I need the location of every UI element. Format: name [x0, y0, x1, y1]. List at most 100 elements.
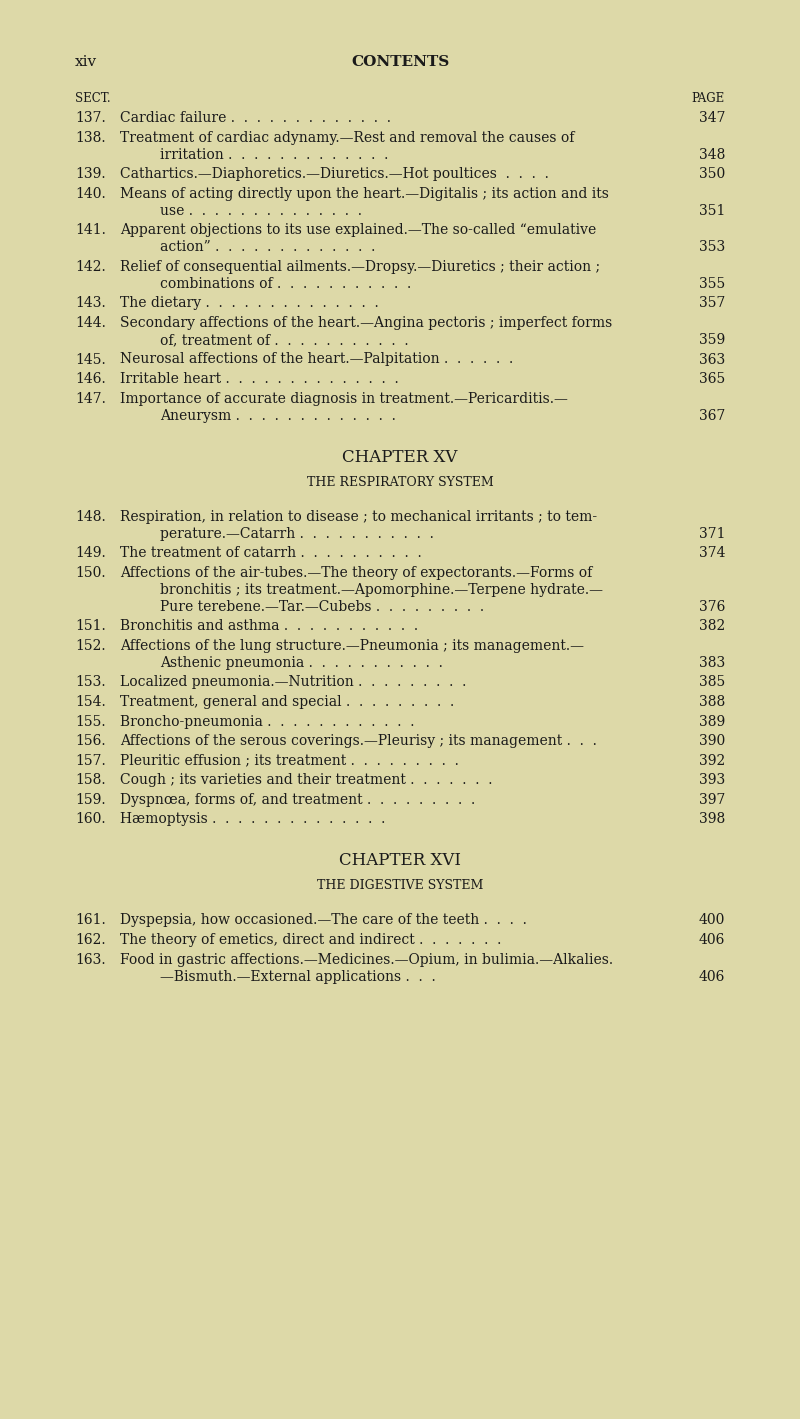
Text: THE RESPIRATORY SYSTEM: THE RESPIRATORY SYSTEM [306, 475, 494, 488]
Text: Dyspepsia, how occasioned.—The care of the teeth .  .  .  .: Dyspepsia, how occasioned.—The care of t… [120, 914, 527, 928]
Text: The theory of emetics, direct and indirect .  .  .  .  .  .  .: The theory of emetics, direct and indire… [120, 934, 502, 946]
Text: Affections of the lung structure.—Pneumonia ; its management.—: Affections of the lung structure.—Pneumo… [120, 639, 584, 653]
Text: 382: 382 [698, 620, 725, 633]
Text: Secondary affections of the heart.—Angina pectoris ; imperfect forms: Secondary affections of the heart.—Angin… [120, 316, 612, 331]
Text: 151.: 151. [75, 620, 106, 633]
Text: combinations of .  .  .  .  .  .  .  .  .  .  .: combinations of . . . . . . . . . . . [160, 277, 411, 291]
Text: 367: 367 [698, 409, 725, 423]
Text: Importance of accurate diagnosis in treatment.—Pericarditis.—: Importance of accurate diagnosis in trea… [120, 392, 568, 406]
Text: 376: 376 [698, 600, 725, 614]
Text: Treatment, general and special .  .  .  .  .  .  .  .  .: Treatment, general and special . . . . .… [120, 695, 454, 710]
Text: 357: 357 [698, 297, 725, 311]
Text: 138.: 138. [75, 131, 106, 145]
Text: 389: 389 [698, 715, 725, 728]
Text: 398: 398 [698, 812, 725, 826]
Text: 147.: 147. [75, 392, 106, 406]
Text: 157.: 157. [75, 753, 106, 768]
Text: 155.: 155. [75, 715, 106, 728]
Text: Respiration, in relation to disease ; to mechanical irritants ; to tem-: Respiration, in relation to disease ; to… [120, 509, 597, 524]
Text: Dyspnœa, forms of, and treatment .  .  .  .  .  .  .  .  .: Dyspnœa, forms of, and treatment . . . .… [120, 793, 475, 807]
Text: 150.: 150. [75, 566, 106, 580]
Text: 365: 365 [698, 372, 725, 386]
Text: 397: 397 [698, 793, 725, 807]
Text: 154.: 154. [75, 695, 106, 710]
Text: 158.: 158. [75, 773, 106, 788]
Text: 383: 383 [698, 656, 725, 670]
Text: —Bismuth.—External applications .  .  .: —Bismuth.—External applications . . . [160, 969, 436, 983]
Text: perature.—Catarrh .  .  .  .  .  .  .  .  .  .  .: perature.—Catarrh . . . . . . . . . . . [160, 526, 434, 541]
Text: 347: 347 [698, 111, 725, 125]
Text: 161.: 161. [75, 914, 106, 928]
Text: 153.: 153. [75, 675, 106, 690]
Text: use .  .  .  .  .  .  .  .  .  .  .  .  .  .: use . . . . . . . . . . . . . . [160, 204, 362, 217]
Text: 359: 359 [698, 333, 725, 348]
Text: 351: 351 [698, 204, 725, 217]
Text: Asthenic pneumonia .  .  .  .  .  .  .  .  .  .  .: Asthenic pneumonia . . . . . . . . . . . [160, 656, 443, 670]
Text: 406: 406 [698, 969, 725, 983]
Text: Localized pneumonia.—Nutrition .  .  .  .  .  .  .  .  .: Localized pneumonia.—Nutrition . . . . .… [120, 675, 466, 690]
Text: 353: 353 [698, 240, 725, 254]
Text: CHAPTER XV: CHAPTER XV [342, 448, 458, 465]
Text: The treatment of catarrh .  .  .  .  .  .  .  .  .  .: The treatment of catarrh . . . . . . . .… [120, 546, 422, 561]
Text: The dietary .  .  .  .  .  .  .  .  .  .  .  .  .  .: The dietary . . . . . . . . . . . . . . [120, 297, 378, 311]
Text: CONTENTS: CONTENTS [351, 55, 449, 70]
Text: Broncho-pneumonia .  .  .  .  .  .  .  .  .  .  .  .: Broncho-pneumonia . . . . . . . . . . . … [120, 715, 414, 728]
Text: SECT.: SECT. [75, 92, 110, 105]
Text: xiv: xiv [75, 55, 97, 70]
Text: Food in gastric affections.—Medicines.—Opium, in bulimia.—Alkalies.: Food in gastric affections.—Medicines.—O… [120, 952, 613, 966]
Text: Irritable heart .  .  .  .  .  .  .  .  .  .  .  .  .  .: Irritable heart . . . . . . . . . . . . … [120, 372, 398, 386]
Text: 406: 406 [698, 934, 725, 946]
Text: Affections of the air-tubes.—The theory of expectorants.—Forms of: Affections of the air-tubes.—The theory … [120, 566, 592, 580]
Text: 350: 350 [698, 167, 725, 182]
Text: 355: 355 [698, 277, 725, 291]
Text: 400: 400 [698, 914, 725, 928]
Text: 146.: 146. [75, 372, 106, 386]
Text: irritation .  .  .  .  .  .  .  .  .  .  .  .  .: irritation . . . . . . . . . . . . . [160, 148, 388, 162]
Text: 159.: 159. [75, 793, 106, 807]
Text: 160.: 160. [75, 812, 106, 826]
Text: 390: 390 [698, 734, 725, 748]
Text: 142.: 142. [75, 260, 106, 274]
Text: 163.: 163. [75, 952, 106, 966]
Text: 140.: 140. [75, 187, 106, 200]
Text: Means of acting directly upon the heart.—Digitalis ; its action and its: Means of acting directly upon the heart.… [120, 187, 609, 200]
Text: Pure terebene.—Tar.—Cubebs .  .  .  .  .  .  .  .  .: Pure terebene.—Tar.—Cubebs . . . . . . .… [160, 600, 484, 614]
Text: Affections of the serous coverings.—Pleurisy ; its management .  .  .: Affections of the serous coverings.—Pleu… [120, 734, 597, 748]
Text: 162.: 162. [75, 934, 106, 946]
Text: 371: 371 [698, 526, 725, 541]
Text: 152.: 152. [75, 639, 106, 653]
Text: 143.: 143. [75, 297, 106, 311]
Text: 145.: 145. [75, 352, 106, 366]
Text: 156.: 156. [75, 734, 106, 748]
Text: Cardiac failure .  .  .  .  .  .  .  .  .  .  .  .  .: Cardiac failure . . . . . . . . . . . . … [120, 111, 391, 125]
Text: 149.: 149. [75, 546, 106, 561]
Text: action” .  .  .  .  .  .  .  .  .  .  .  .  .: action” . . . . . . . . . . . . . [160, 240, 375, 254]
Text: Hæmoptysis .  .  .  .  .  .  .  .  .  .  .  .  .  .: Hæmoptysis . . . . . . . . . . . . . . [120, 812, 386, 826]
Text: Cough ; its varieties and their treatment .  .  .  .  .  .  .: Cough ; its varieties and their treatmen… [120, 773, 493, 788]
Text: 348: 348 [698, 148, 725, 162]
Text: 392: 392 [698, 753, 725, 768]
Text: 139.: 139. [75, 167, 106, 182]
Text: 148.: 148. [75, 509, 106, 524]
Text: Neurosal affections of the heart.—Palpitation .  .  .  .  .  .: Neurosal affections of the heart.—Palpit… [120, 352, 514, 366]
Text: Relief of consequential ailments.—Dropsy.—Diuretics ; their action ;: Relief of consequential ailments.—Dropsy… [120, 260, 600, 274]
Text: Aneurysm .  .  .  .  .  .  .  .  .  .  .  .  .: Aneurysm . . . . . . . . . . . . . [160, 409, 396, 423]
Text: bronchitis ; its treatment.—Apomorphine.—Terpene hydrate.—: bronchitis ; its treatment.—Apomorphine.… [160, 583, 603, 597]
Text: of, treatment of .  .  .  .  .  .  .  .  .  .  .: of, treatment of . . . . . . . . . . . [160, 333, 409, 348]
Text: Apparent objections to its use explained.—The so-called “emulative: Apparent objections to its use explained… [120, 223, 596, 237]
Text: Pleuritic effusion ; its treatment .  .  .  .  .  .  .  .  .: Pleuritic effusion ; its treatment . . .… [120, 753, 459, 768]
Text: 393: 393 [698, 773, 725, 788]
Text: Bronchitis and asthma .  .  .  .  .  .  .  .  .  .  .: Bronchitis and asthma . . . . . . . . . … [120, 620, 418, 633]
Text: 388: 388 [698, 695, 725, 710]
Text: Cathartics.—Diaphoretics.—Diuretics.—Hot poultices  .  .  .  .: Cathartics.—Diaphoretics.—Diuretics.—Hot… [120, 167, 549, 182]
Text: THE DIGESTIVE SYSTEM: THE DIGESTIVE SYSTEM [317, 880, 483, 893]
Text: 137.: 137. [75, 111, 106, 125]
Text: 363: 363 [698, 352, 725, 366]
Text: 385: 385 [698, 675, 725, 690]
Text: PAGE: PAGE [692, 92, 725, 105]
Text: Treatment of cardiac adynamy.—Rest and removal the causes of: Treatment of cardiac adynamy.—Rest and r… [120, 131, 574, 145]
Text: 141.: 141. [75, 223, 106, 237]
Text: 144.: 144. [75, 316, 106, 331]
Text: CHAPTER XVI: CHAPTER XVI [339, 853, 461, 870]
Text: 374: 374 [698, 546, 725, 561]
